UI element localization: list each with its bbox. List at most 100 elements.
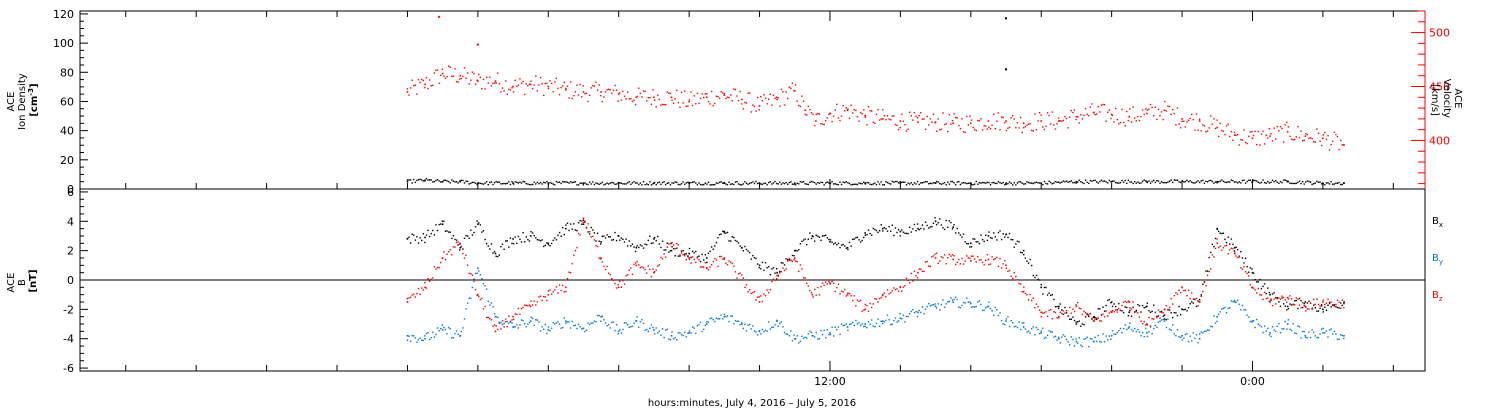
- by-series-dot: [859, 324, 862, 327]
- density-series-dot: [994, 182, 996, 185]
- velocity-series-dot: [1324, 131, 1326, 134]
- bz-series-dot: [772, 278, 775, 280]
- by-series-dot: [1300, 337, 1302, 339]
- velocity-series-dot: [779, 105, 781, 107]
- bx-series-dot: [536, 238, 539, 241]
- by-series-dot: [1281, 328, 1283, 330]
- density-series-dot: [501, 183, 504, 185]
- velocity-series-dot: [428, 79, 431, 81]
- bx-series-dot: [734, 239, 737, 242]
- bx-series-dot: [557, 234, 559, 237]
- by-series-dot: [628, 326, 630, 329]
- density-series-dot: [1154, 181, 1156, 184]
- by-series-dot: [1194, 337, 1196, 340]
- bx-series-point: [529, 235, 532, 237]
- velocity-series-dot: [875, 113, 878, 116]
- by-series-dot: [850, 323, 852, 325]
- bx-series-dot: [758, 266, 760, 269]
- by-series-dot: [1273, 329, 1275, 331]
- by-series-dot: [1038, 332, 1041, 335]
- velocity-series-dot: [1138, 119, 1141, 122]
- bz-series-dot: [802, 277, 805, 279]
- density-series-dot: [961, 182, 963, 184]
- bz-series-dot: [988, 263, 990, 266]
- bx-series-dot: [1059, 303, 1061, 305]
- bz-series-dot: [642, 267, 645, 269]
- bz-series-dot: [707, 269, 710, 271]
- by-series-dot: [457, 333, 459, 335]
- velocity-series-dot: [585, 92, 588, 94]
- velocity-series-dot: [920, 112, 922, 114]
- by-series-dot: [672, 338, 675, 340]
- by-series-dot: [1230, 300, 1233, 302]
- velocity-series-point: [899, 120, 902, 122]
- by-series-point: [635, 320, 638, 322]
- density-series-dot: [411, 182, 413, 184]
- bz-series-dot: [557, 292, 559, 294]
- bz-series-dot: [1151, 318, 1153, 320]
- velocity-series-dot: [1019, 116, 1022, 119]
- density-series-dot: [918, 183, 920, 186]
- density-series: [406, 178, 1345, 186]
- bx-series-dot: [745, 248, 748, 251]
- bx-series-dot: [807, 238, 810, 240]
- velocity-series-dot: [777, 97, 779, 99]
- bx-series-dot: [899, 235, 901, 237]
- density-series-dot: [986, 181, 989, 184]
- density-series-dot: [512, 183, 515, 185]
- by-series-dot: [829, 333, 832, 336]
- bx-series-dot: [997, 231, 1000, 234]
- bx-series-dot: [809, 232, 811, 234]
- bz-series-dot: [1191, 292, 1193, 294]
- velocity-series-dot: [1000, 116, 1003, 118]
- by-series-dot: [1320, 328, 1323, 330]
- velocity-series-dot: [958, 124, 960, 127]
- by-series-dot: [571, 320, 573, 323]
- by-series-dot: [671, 331, 673, 333]
- bz-series-dot: [1230, 247, 1233, 250]
- density-series-dot: [1251, 181, 1253, 184]
- bx-series-dot: [512, 243, 515, 245]
- bx-series-dot: [799, 242, 802, 245]
- by-series-dot: [1059, 342, 1061, 344]
- velocity-series-dot: [1002, 116, 1004, 119]
- bz-series-dot: [725, 262, 727, 264]
- bz-series-dot: [878, 297, 881, 300]
- by-series-dot: [600, 320, 602, 322]
- by-series-dot: [603, 319, 605, 321]
- density-series-dot: [973, 183, 976, 185]
- bz-series-dot: [504, 321, 507, 323]
- bx-series-dot: [1191, 301, 1193, 303]
- bz-series-dot: [541, 299, 543, 302]
- bz-series-dot: [652, 268, 654, 270]
- bz-series-dot: [493, 324, 496, 326]
- legend-bz-sub: z: [1439, 295, 1443, 303]
- bz-series-dot: [476, 294, 478, 296]
- velocity-series-dot: [756, 96, 759, 99]
- bx-series-dot: [851, 238, 854, 241]
- by-series-dot: [1127, 327, 1130, 330]
- bx-series-dot: [1029, 258, 1031, 261]
- by-series-point: [934, 305, 937, 308]
- by-series-dot: [812, 335, 814, 337]
- by-series-dot: [536, 319, 539, 321]
- bx-series-dot: [1113, 303, 1115, 305]
- density-series-dot: [547, 183, 550, 185]
- by-series-dot: [837, 326, 840, 328]
- bz-series-dot: [913, 270, 916, 272]
- by-series-dot: [432, 331, 434, 334]
- by-series-dot: [691, 326, 694, 328]
- velocity-series-dot: [790, 87, 792, 89]
- bx-series-dot: [1317, 310, 1320, 312]
- by-series-dot: [1023, 322, 1025, 324]
- density-series-dot: [777, 183, 779, 185]
- velocity-series-dot: [1183, 120, 1185, 123]
- bx-series-point: [1269, 293, 1271, 296]
- by-series-dot: [761, 328, 764, 331]
- density-series-dot: [1097, 182, 1099, 184]
- by-series-dot: [1132, 330, 1134, 332]
- velocity-series-dot: [1015, 127, 1017, 129]
- by-series-dot: [666, 328, 668, 331]
- bx-series-dot: [836, 243, 838, 246]
